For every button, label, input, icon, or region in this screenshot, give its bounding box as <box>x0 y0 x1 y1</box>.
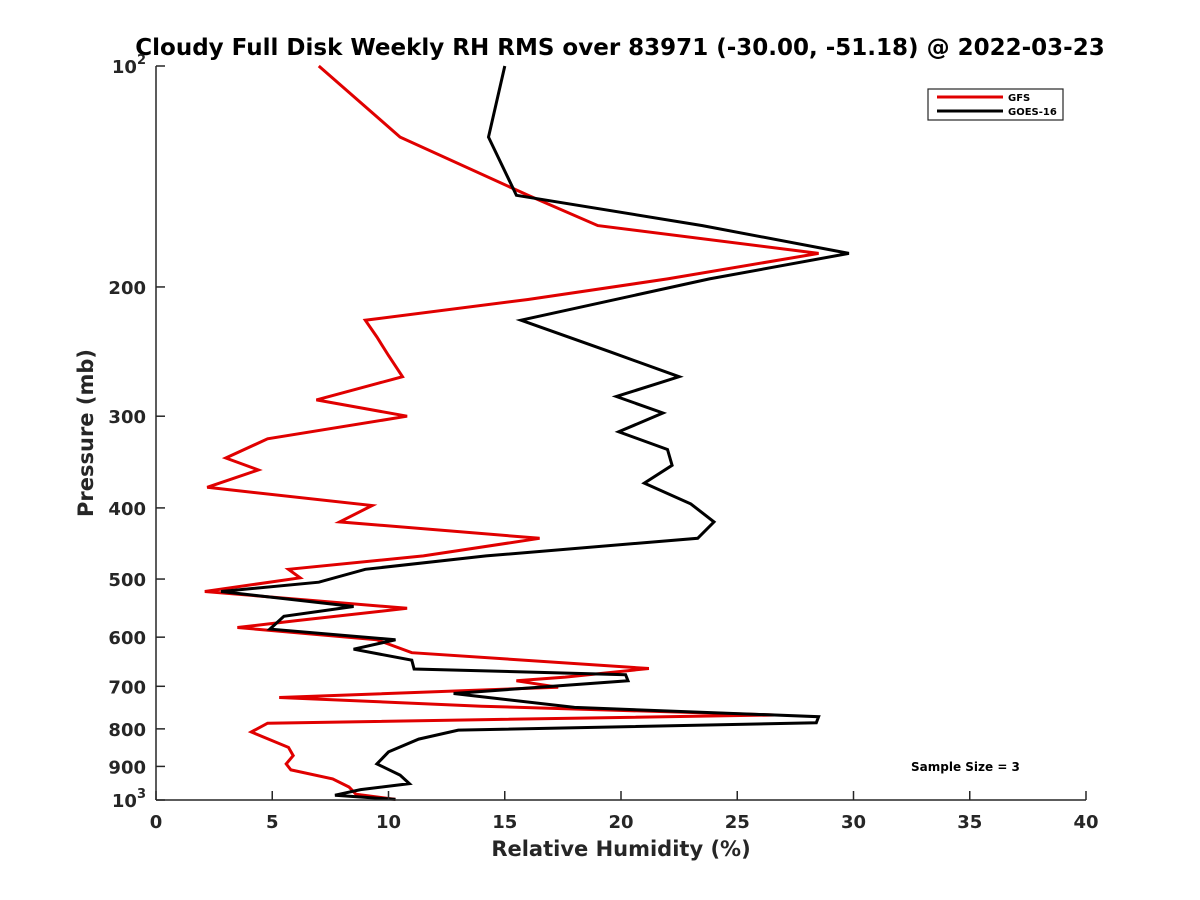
series-line-goes16 <box>220 65 850 801</box>
legend-label-gfs: GFS <box>1008 93 1030 104</box>
sample-size-annotation: Sample Size = 3 <box>911 760 1020 774</box>
y-axis-label: Pressure (mb) <box>74 349 98 517</box>
y-tick-label: 900 <box>108 757 146 778</box>
y-tick-label: 102 <box>112 53 146 78</box>
legend-box <box>927 88 1064 121</box>
x-tick-label: 40 <box>1073 812 1098 833</box>
y-tick-label: 200 <box>108 278 146 299</box>
x-tick-label: 5 <box>266 812 279 833</box>
legend-label-goes16: GOES-16 <box>1008 107 1057 118</box>
x-tick-label: 10 <box>376 812 401 833</box>
x-axis-label: Relative Humidity (%) <box>491 837 750 861</box>
y-tick-label: 600 <box>108 628 146 649</box>
x-tick-label: 35 <box>957 812 982 833</box>
x-tick-label: 25 <box>725 812 750 833</box>
x-axis-ticks: 0 5 10 15 20 25 30 35 40 <box>150 791 1099 833</box>
x-tick-label: 0 <box>150 812 163 833</box>
series-line-gfs <box>204 64 819 801</box>
y-tick-label: 700 <box>108 677 146 698</box>
x-tick-label: 20 <box>608 812 633 833</box>
chart-title: Cloudy Full Disk Weekly RH RMS over 8397… <box>135 35 1104 61</box>
y-tick-label: 500 <box>108 570 146 591</box>
legend: GFS GOES-16 <box>927 88 1064 121</box>
x-tick-label: 15 <box>492 812 517 833</box>
series-layer <box>204 64 850 801</box>
x-tick-label: 30 <box>841 812 866 833</box>
y-tick-label: 400 <box>108 499 146 520</box>
y-axis-ticks: 102 200 300 400 500 600 700 800 900 103 <box>108 53 165 812</box>
y-tick-label: 800 <box>108 720 146 741</box>
y-tick-label: 300 <box>108 407 146 428</box>
y-tick-label: 103 <box>112 787 146 812</box>
